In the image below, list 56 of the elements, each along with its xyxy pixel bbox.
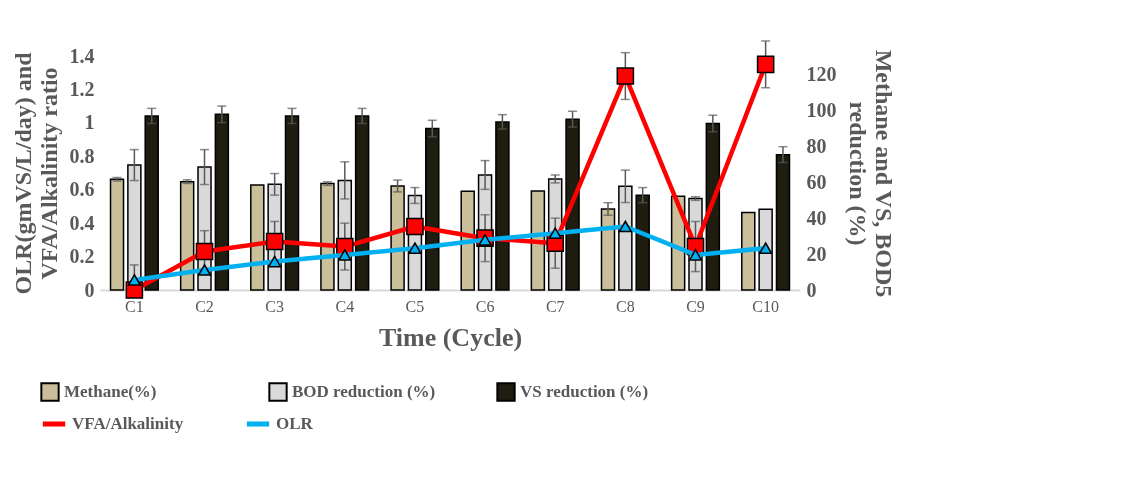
x-tick-label: C9 [686, 297, 705, 315]
y-tick-label: 1.4 [69, 44, 95, 67]
point [195, 242, 214, 261]
x-tick-label: C4 [335, 297, 355, 315]
y2-tick-label: 40 [806, 206, 827, 229]
y2-tick-label: 60 [806, 170, 827, 193]
point [267, 255, 282, 268]
y2-axis-title: Methane and VS, BOD5 reduction (%) [844, 49, 897, 298]
y-tick-label: 0.6 [69, 178, 95, 201]
y-tick-label: 0.4 [69, 211, 95, 234]
legend-label: OLR [276, 414, 314, 433]
point [618, 220, 633, 233]
bar [741, 211, 756, 291]
bar [214, 113, 230, 291]
y2-tick-label: 120 [806, 62, 837, 85]
y2-tick-label: 80 [806, 134, 827, 157]
bar [284, 115, 300, 291]
point [127, 274, 142, 286]
x-tick-label: C5 [405, 297, 425, 315]
x-axis-title: Time (Cycle) [378, 322, 523, 352]
y-tick-label: 0.2 [69, 245, 95, 268]
x-tick-label: C6 [475, 297, 495, 315]
y-tick-label: 1 [84, 111, 95, 134]
point [478, 233, 492, 246]
x-tick-label: C10 [752, 297, 779, 315]
y-tick-label: 0 [84, 278, 95, 301]
y2-tick-label: 0 [806, 278, 817, 301]
bar [600, 208, 616, 291]
y-tick-label: 0.8 [69, 144, 95, 167]
point [197, 264, 212, 276]
point [408, 242, 422, 255]
x-tick-label: C2 [195, 297, 214, 315]
bar [109, 178, 125, 291]
point [688, 249, 703, 261]
y-axis-title: OLR(gmVS/L/day) and VFA/Alkalinity ratio [9, 51, 62, 295]
legend-label: BOD reduction (%) [292, 382, 436, 401]
x-tick-label: C1 [125, 297, 144, 315]
point [338, 249, 352, 261]
legend-label: Methane(%) [64, 382, 157, 401]
point [265, 232, 284, 251]
point [616, 67, 635, 85]
point [758, 242, 773, 255]
point [548, 227, 562, 240]
y2-tick-label: 100 [806, 98, 837, 121]
x-tick-label: C3 [265, 297, 284, 315]
bar [179, 180, 195, 291]
bar [635, 194, 650, 291]
legend-label: VFA/Alkalinity [72, 414, 184, 433]
legend-label: VS reduction (%) [520, 382, 649, 401]
point [406, 217, 424, 236]
x-tick-label: C7 [545, 297, 565, 315]
y-tick-label: 1.2 [69, 77, 95, 100]
point [756, 55, 775, 74]
y2-tick-label: 20 [806, 242, 827, 265]
x-tick-label: C8 [616, 297, 635, 315]
bar [775, 153, 791, 291]
